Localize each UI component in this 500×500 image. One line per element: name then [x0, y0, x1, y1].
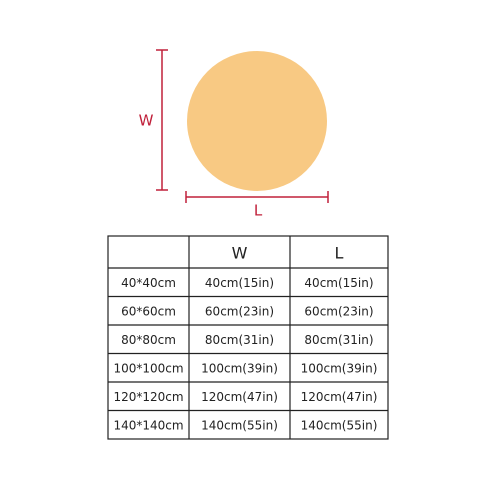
length-dimension [185, 191, 329, 203]
table-cell: 80cm(31in) [304, 333, 373, 347]
table-border [107, 235, 389, 440]
table-cell: 60*60cm [121, 304, 176, 318]
table-cell: 140cm(55in) [201, 418, 278, 432]
table-cell: 40*40cm [121, 276, 176, 290]
table-cell: 40cm(15in) [304, 276, 373, 290]
table-cell: 120*120cm [113, 390, 183, 404]
table-cell: 60cm(23in) [205, 304, 274, 318]
table-cell: 140cm(55in) [301, 418, 378, 432]
table-cell: 140*140cm [113, 418, 183, 432]
rug-shape [187, 51, 327, 191]
table-cell: 80cm(31in) [205, 333, 274, 347]
header-cell: L [335, 244, 344, 263]
table-cell: 60cm(23in) [304, 304, 373, 318]
width-label: W [139, 112, 154, 130]
table-cell: 100*100cm [113, 361, 183, 375]
table-cell: 80*80cm [121, 333, 176, 347]
width-dimension [156, 49, 168, 191]
table-cell: 40cm(15in) [205, 276, 274, 290]
size-table: W L 40*40cm 40cm(15in) 40cm(15in) 60*60cm 60cm… [107, 235, 389, 440]
header-cell: W [232, 244, 248, 263]
length-label: L [254, 202, 263, 220]
table-cell: 120cm(47in) [301, 390, 378, 404]
table-cell: 100cm(39in) [301, 361, 378, 375]
table-cell: 120cm(47in) [201, 390, 278, 404]
table-cell: 100cm(39in) [201, 361, 278, 375]
